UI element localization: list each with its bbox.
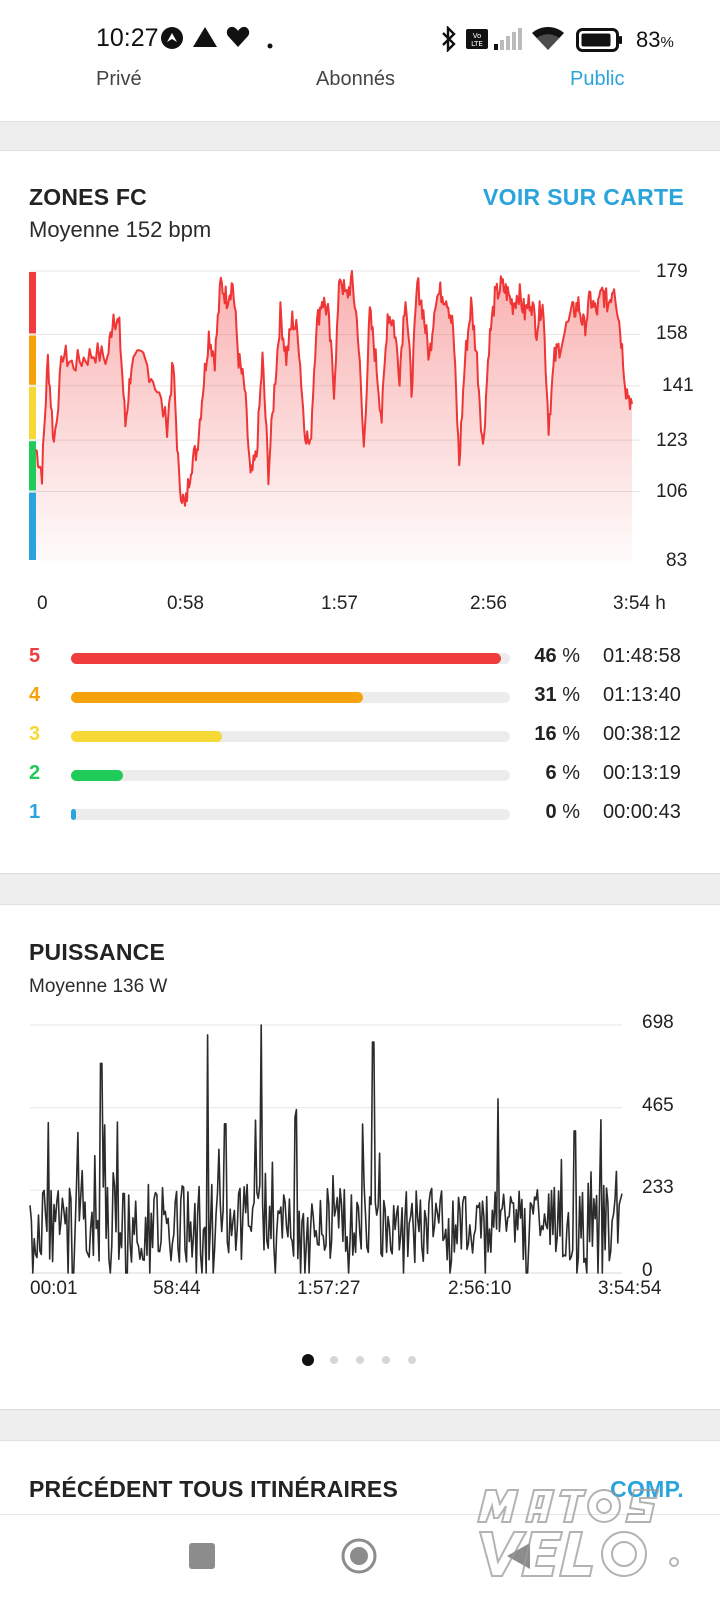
zone-row: 3 16 % 00:38:12 xyxy=(0,722,720,752)
zone-number: 3 xyxy=(29,723,41,745)
privacy-option-followers[interactable]: Abonnés xyxy=(316,68,395,90)
zone-bar-track xyxy=(71,809,510,820)
hr-card-title: ZONES FC xyxy=(29,184,147,210)
power-x-tick: 2:56:10 xyxy=(448,1278,512,1299)
zone-bar-track xyxy=(71,770,510,781)
zone-row: 2 6 % 00:13:19 xyxy=(0,761,720,791)
routes-card: PRÉCÉDENT TOUS ITINÉRAIRES COMP. xyxy=(0,1440,720,1520)
page-dot[interactable] xyxy=(356,1356,364,1364)
wifi-icon xyxy=(532,27,564,56)
bluetooth-icon xyxy=(440,25,458,57)
power-y-tick: 698 xyxy=(642,1012,674,1033)
power-y-tick: 0 xyxy=(642,1260,653,1281)
status-time: 10:27 xyxy=(96,24,159,52)
page-dot[interactable] xyxy=(330,1356,338,1364)
zone-percent: 16 % xyxy=(534,723,580,745)
power-line xyxy=(29,1024,623,1274)
zone-bar-fill xyxy=(71,653,501,664)
svg-text:LTE: LTE xyxy=(471,40,483,48)
hr-zones-card: ZONES FC VOIR SUR CARTE Moyenne 152 bpm … xyxy=(0,150,720,874)
zone-percent: 0 % xyxy=(545,801,580,823)
power-x-tick: 3:54:54 xyxy=(598,1278,662,1299)
system-nav-bar xyxy=(0,1514,720,1600)
zone-bar-fill xyxy=(71,731,222,742)
hr-y-tick: 123 xyxy=(656,430,688,451)
zone-number: 5 xyxy=(29,645,41,667)
back-icon[interactable] xyxy=(504,1541,532,1576)
view-on-map-link[interactable]: VOIR SUR CARTE xyxy=(483,184,684,210)
hr-x-tick: 0 xyxy=(37,593,48,614)
zone-number: 2 xyxy=(29,762,41,784)
zone-duration: 00:38:12 xyxy=(603,723,681,745)
signal-icon xyxy=(494,28,524,55)
zone-number: 4 xyxy=(29,684,41,706)
zone-bar-fill xyxy=(71,809,76,820)
hr-zone-band xyxy=(29,441,36,491)
hr-zone-band xyxy=(29,492,36,560)
compare-link[interactable]: COMP. xyxy=(610,1476,684,1502)
hr-y-tick: 106 xyxy=(656,481,688,502)
svg-text:Vo: Vo xyxy=(473,32,482,40)
zone-bar-track xyxy=(71,731,510,742)
zone-duration: 00:13:19 xyxy=(603,762,681,784)
privacy-selector: Privé Abonnés Public xyxy=(0,62,720,122)
zone-row: 5 46 % 01:48:58 xyxy=(0,644,720,674)
home-icon[interactable] xyxy=(340,1537,378,1580)
hr-zone-band xyxy=(29,386,36,440)
zone-bar-track xyxy=(71,653,510,664)
zone-number: 1 xyxy=(29,801,41,823)
power-y-tick: 465 xyxy=(642,1095,674,1116)
page-dot-active[interactable] xyxy=(302,1354,314,1366)
power-chart xyxy=(29,1024,623,1274)
hr-y-tick: 158 xyxy=(656,323,688,344)
hr-chart xyxy=(29,270,640,561)
hr-zone-band xyxy=(29,335,36,385)
triangle-icon xyxy=(192,26,218,53)
hr-x-tick: 1:57 xyxy=(321,593,358,614)
hr-x-tick: 2:56 xyxy=(470,593,507,614)
zone-bar-fill xyxy=(71,692,363,703)
zone-row: 4 31 % 01:13:40 xyxy=(0,683,720,713)
recent-apps-icon[interactable] xyxy=(188,1542,216,1575)
zone-duration: 01:13:40 xyxy=(603,684,681,706)
hr-y-tick: 83 xyxy=(666,550,688,571)
battery-icon xyxy=(576,28,626,57)
power-card: PUISSANCE Moyenne 136 W 698 465 233 0 00… xyxy=(0,904,720,1410)
chart-pagination xyxy=(0,1352,720,1368)
power-x-tick: 58:44 xyxy=(153,1278,201,1299)
zone-bar-track xyxy=(71,692,510,703)
hr-zone-band xyxy=(29,272,36,334)
hr-x-tick: 0:58 xyxy=(167,593,204,614)
zone-bar-fill xyxy=(71,770,123,781)
battery-percent: 83% xyxy=(636,27,674,52)
routes-card-title: PRÉCÉDENT TOUS ITINÉRAIRES xyxy=(29,1476,398,1502)
power-x-tick: 1:57:27 xyxy=(297,1278,361,1299)
zone-percent: 31 % xyxy=(534,684,580,706)
hr-line xyxy=(35,270,633,507)
power-average: Moyenne 136 W xyxy=(29,976,168,997)
heart-icon xyxy=(226,26,250,53)
arrow-circle-icon xyxy=(160,26,184,55)
power-x-tick: 00:01 xyxy=(30,1278,78,1299)
zone-percent: 46 % xyxy=(534,645,580,667)
hr-average: Moyenne 152 bpm xyxy=(29,217,212,242)
power-card-title: PUISSANCE xyxy=(29,939,165,965)
hr-x-tick: 3:54 h xyxy=(613,593,666,614)
page-dot[interactable] xyxy=(408,1356,416,1364)
zone-row: 1 0 % 00:00:43 xyxy=(0,800,720,830)
page-dot[interactable] xyxy=(382,1356,390,1364)
power-y-tick: 233 xyxy=(642,1177,674,1198)
zone-percent: 6 % xyxy=(545,762,580,784)
volte-icon: Vo LTE xyxy=(466,29,488,54)
privacy-option-public[interactable]: Public xyxy=(570,68,625,90)
dot-icon xyxy=(267,36,273,54)
privacy-option-private[interactable]: Privé xyxy=(96,68,142,90)
hr-y-tick: 141 xyxy=(662,375,694,396)
zone-duration: 00:00:43 xyxy=(603,801,681,823)
hr-area xyxy=(36,271,632,561)
status-bar: 10:27 Vo LTE 83% xyxy=(0,0,720,62)
zone-duration: 01:48:58 xyxy=(603,645,681,667)
hr-y-tick: 179 xyxy=(656,261,688,282)
